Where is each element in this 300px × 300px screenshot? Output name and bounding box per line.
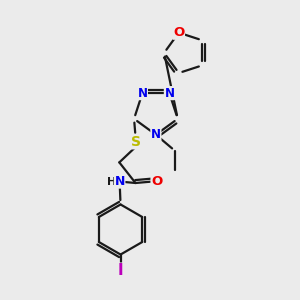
Text: S: S	[130, 135, 140, 149]
Text: N: N	[137, 87, 147, 100]
Text: O: O	[151, 175, 162, 188]
Text: N: N	[151, 128, 161, 141]
Text: I: I	[118, 263, 123, 278]
Text: H: H	[107, 176, 116, 187]
Text: N: N	[164, 87, 174, 100]
Text: N: N	[114, 175, 125, 188]
Text: O: O	[173, 26, 184, 39]
